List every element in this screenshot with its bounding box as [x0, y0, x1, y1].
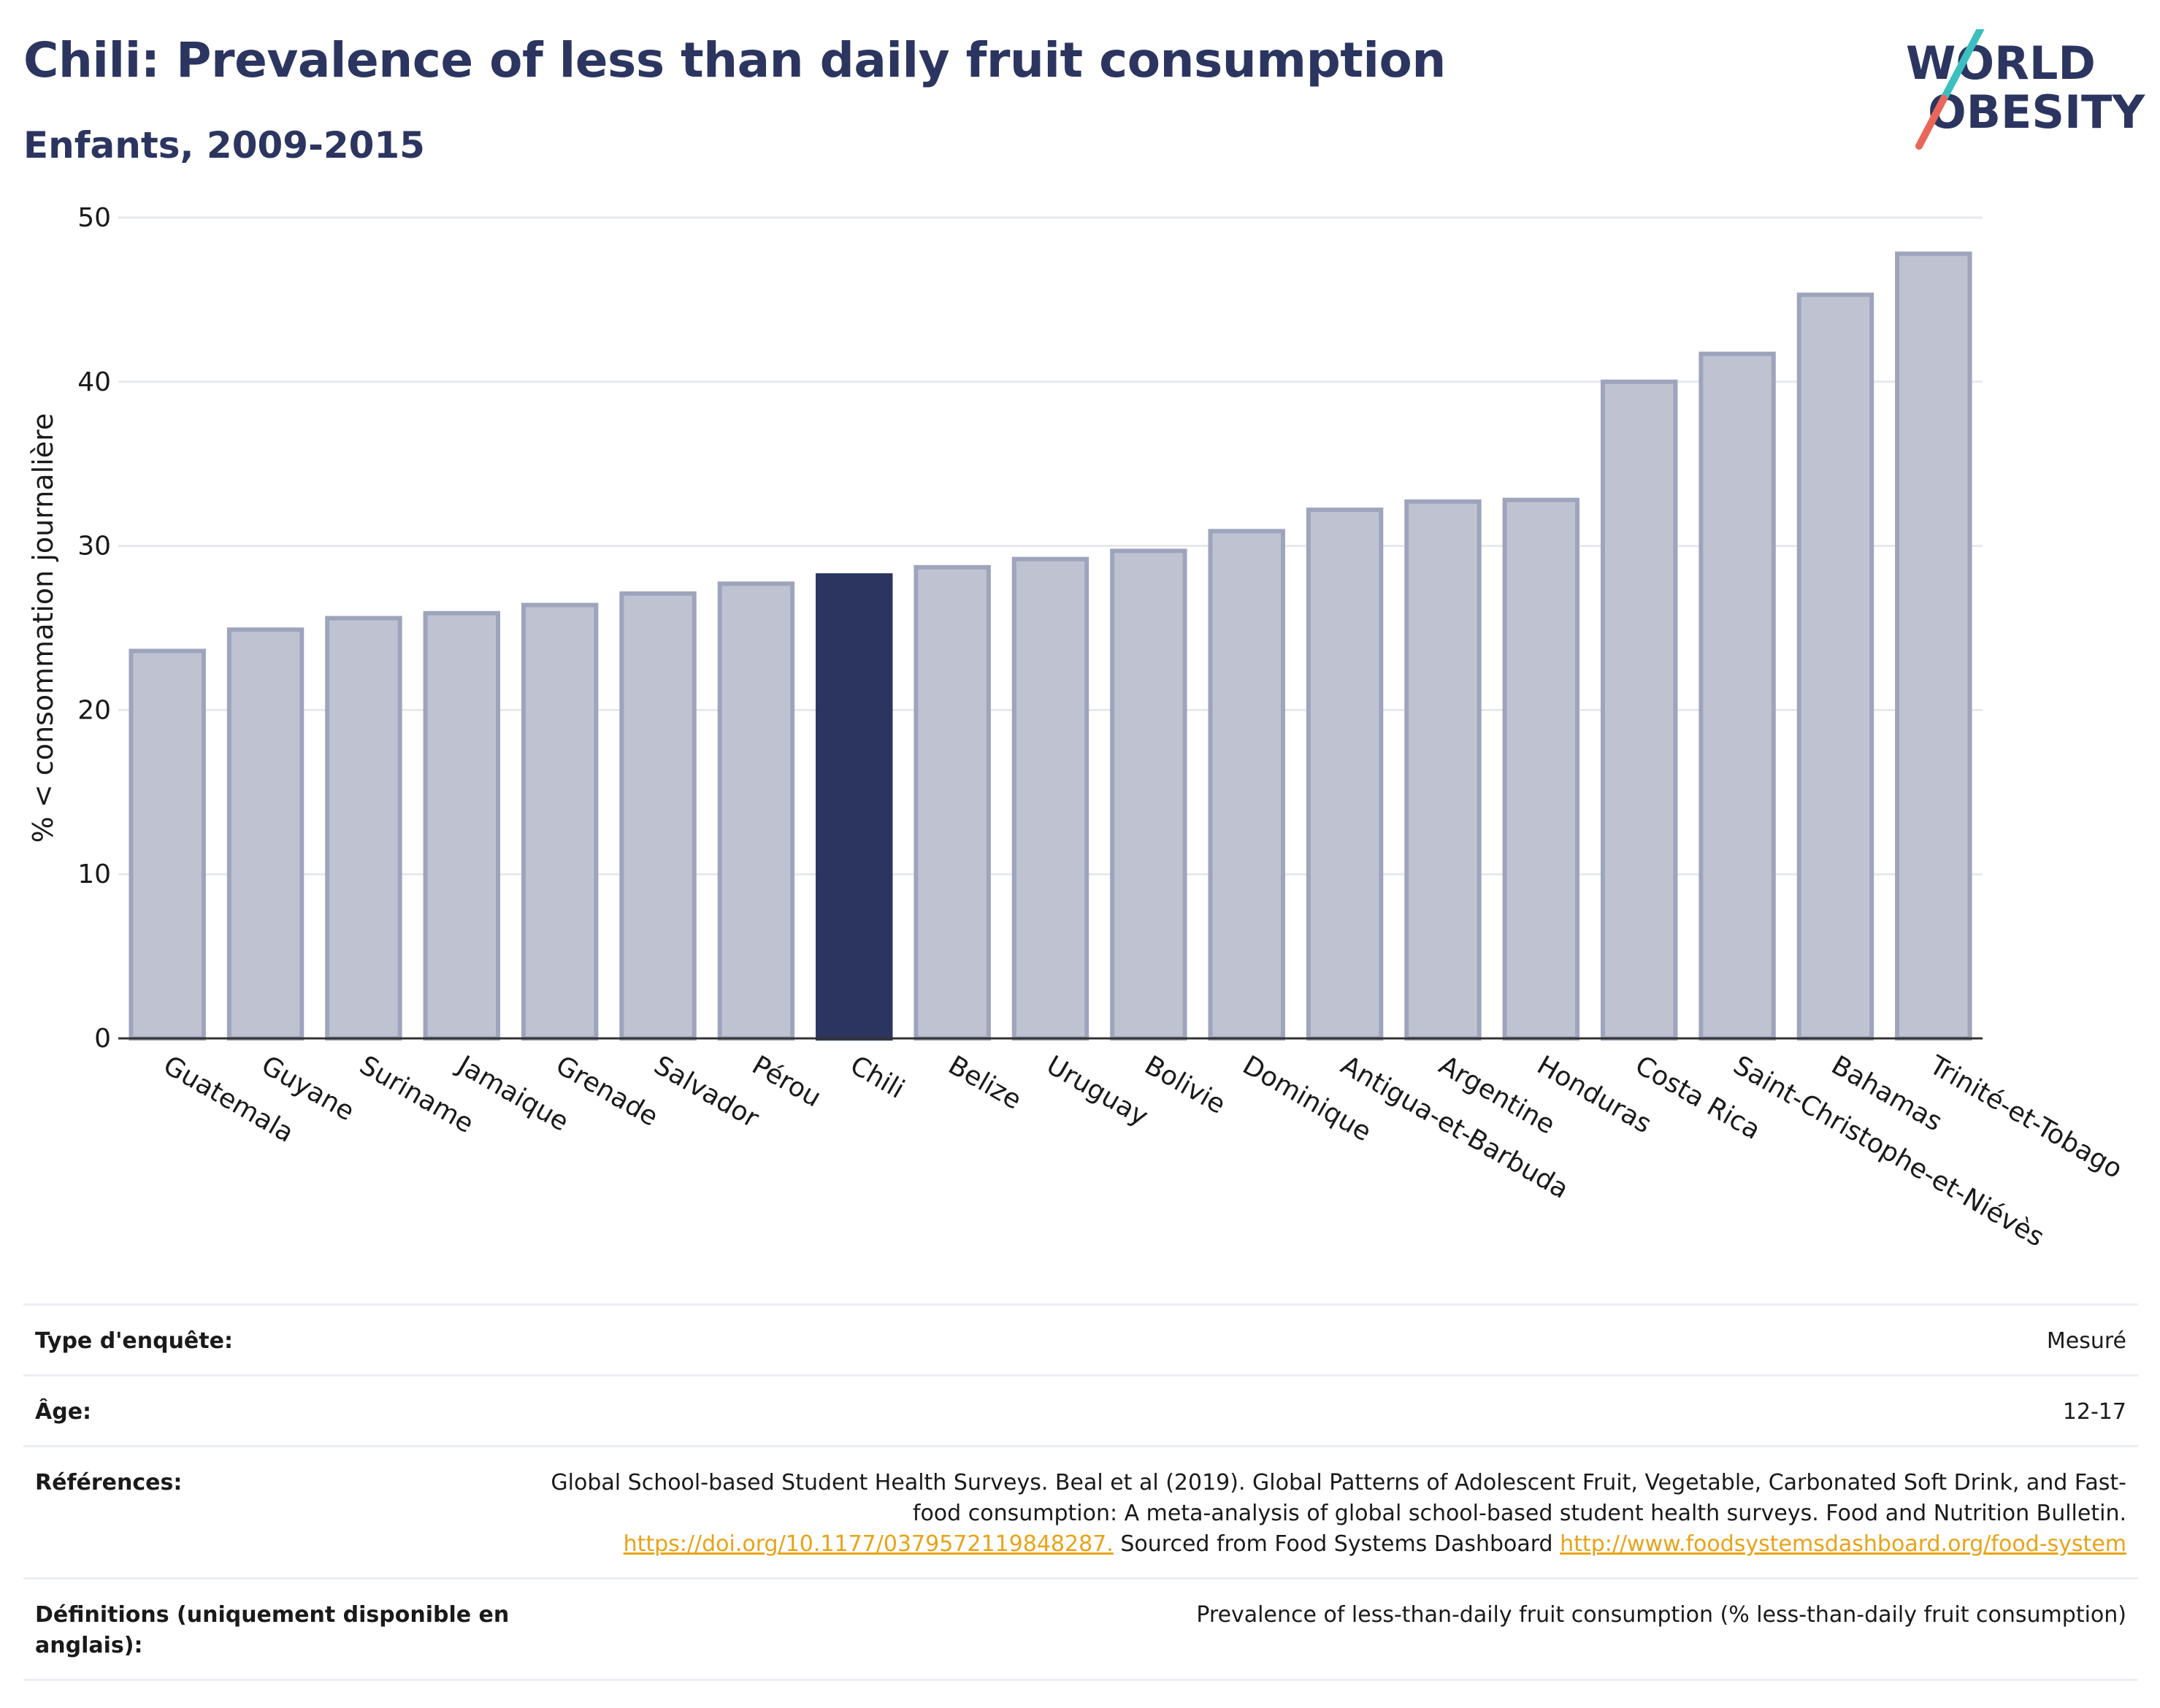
x-tick-label: Pérou: [747, 1050, 826, 1113]
y-tick-label: 10: [77, 859, 111, 889]
bar-saint-christophe-et-ni-v-s: [1698, 351, 1776, 1041]
x-tick-label: Uruguay: [1041, 1050, 1153, 1132]
bar-jamaique: [423, 610, 501, 1041]
y-axis-label: % < consommation journalière: [27, 413, 59, 843]
bar-chili: [816, 573, 893, 1041]
chart-title: Chili: Prevalence of less than daily fru…: [23, 32, 1446, 88]
bar-salvador: [619, 591, 697, 1041]
y-tick-label: 30: [77, 532, 111, 562]
logo-line2: OBESITY: [1928, 85, 2145, 139]
bar-honduras: [1502, 497, 1580, 1041]
x-tick-label: Chili: [845, 1050, 909, 1104]
x-tick-label: Salvador: [649, 1050, 764, 1134]
y-tick-label: 20: [77, 695, 111, 725]
bar-guatemala: [129, 648, 206, 1041]
bar-antigua-et-barbuda: [1306, 508, 1384, 1041]
bar-costa-rica: [1600, 379, 1678, 1041]
definitions-row: Définitions (uniquement disponible en an…: [23, 1577, 2138, 1681]
references-text-1: Global School-based Student Health Surve…: [551, 1470, 2126, 1526]
bar-bolivie: [1110, 548, 1187, 1041]
world-obesity-logo: WORLD OBESITY: [1906, 29, 2145, 150]
doi-link[interactable]: https://doi.org/10.1177/0379572119848287…: [623, 1531, 1114, 1557]
definitions-label: Définitions (uniquement disponible en an…: [35, 1602, 510, 1658]
age-value: 12-17: [2062, 1399, 2126, 1425]
bar-grenade: [521, 602, 599, 1041]
references-label: Références:: [35, 1470, 183, 1496]
metadata-table: Type d'enquête: Mesuré Âge: 12-17 Référe…: [23, 1303, 2138, 1681]
x-tick-label: Trinité-et-Tobago: [1923, 1050, 2127, 1185]
age-row: Âge: 12-17: [23, 1374, 2138, 1445]
references-row: Références: Global School-based Student …: [23, 1445, 2138, 1577]
age-label: Âge:: [35, 1399, 92, 1425]
bar-belize: [914, 564, 991, 1041]
bar-p-rou: [717, 581, 795, 1041]
bar-argentine: [1404, 499, 1482, 1041]
y-tick-label: 40: [77, 367, 111, 397]
survey-type-value: Mesuré: [2046, 1328, 2126, 1354]
bar-bahamas: [1796, 292, 1874, 1041]
x-tick-label: Belize: [943, 1050, 1027, 1115]
y-tick-label: 0: [94, 1024, 111, 1054]
x-tick-label: Bolivie: [1139, 1050, 1230, 1120]
survey-type-label: Type d'enquête:: [35, 1328, 233, 1354]
references-value: Global School-based Student Health Surve…: [520, 1468, 2126, 1560]
bar-trinit-et-tobago: [1895, 251, 1972, 1041]
references-text-2: Sourced from Food Systems Dashboard: [1120, 1531, 1553, 1557]
chart-subtitle: Enfants, 2009-2015: [23, 124, 425, 166]
bar-suriname: [325, 616, 402, 1041]
food-systems-link[interactable]: http://www.foodsystemsdashboard.org/food…: [1560, 1531, 2126, 1557]
bar-guyane: [226, 627, 305, 1041]
y-tick-label: 50: [77, 203, 111, 233]
definitions-value: Prevalence of less-than-daily fruit cons…: [1196, 1602, 2126, 1628]
logo-line1: WORLD: [1906, 37, 2096, 90]
survey-type-row: Type d'enquête: Mesuré: [23, 1303, 2138, 1374]
bar-uruguay: [1011, 556, 1089, 1041]
bar-dominique: [1208, 529, 1285, 1041]
